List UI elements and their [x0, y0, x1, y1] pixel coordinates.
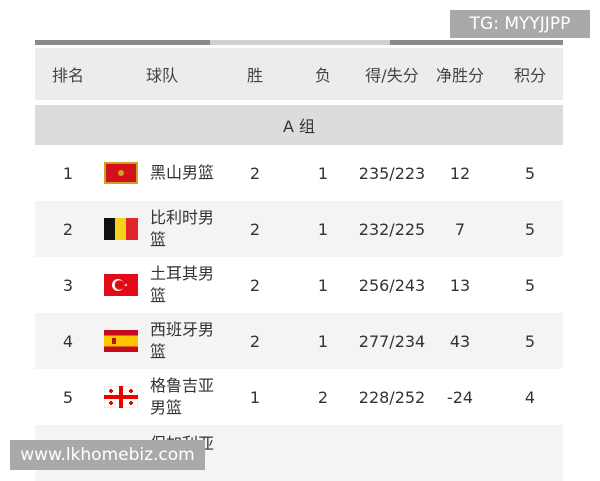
table-cell: 277/234 — [358, 331, 426, 351]
table-cell: 2 — [317, 387, 329, 407]
table-cell: -24 — [446, 387, 474, 407]
team-name: 比利时男篮 — [150, 208, 215, 249]
table-row: 5 格鲁吉亚男篮 1 2 228/252 -24 4 — [35, 369, 563, 425]
header-cell: 得/失分 — [365, 66, 419, 85]
top-bar — [35, 40, 210, 45]
flag — [104, 218, 138, 240]
table-cell: 256/243 — [358, 275, 426, 295]
table-cell: 1 — [317, 275, 329, 295]
team-name: 土耳其男篮 — [150, 264, 215, 305]
watermark: www.lkhomebiz.com — [10, 440, 205, 470]
table-row: 2 比利时男篮 2 1 232/225 7 5 — [35, 201, 563, 257]
table-cell: 5 — [524, 331, 536, 351]
flag — [104, 162, 138, 184]
table-cell: 2 — [62, 219, 74, 239]
table-cell: 2 — [249, 275, 261, 295]
table-cell: 12 — [449, 163, 471, 183]
header-cell: 球队 — [145, 66, 178, 85]
table-cell: 1 — [62, 163, 74, 183]
flag — [104, 330, 138, 352]
header-cell: 净胜分 — [435, 66, 484, 85]
table-cell: 13 — [449, 275, 471, 295]
table-cell: 1 — [317, 219, 329, 239]
top-bar — [210, 40, 390, 45]
table-cell: 4 — [524, 387, 536, 407]
table-cell: 5 — [62, 387, 74, 407]
table-cell: 2 — [249, 331, 261, 351]
team-name: 黑山男篮 — [150, 163, 215, 182]
table-cell: 5 — [524, 163, 536, 183]
flag — [104, 274, 138, 296]
table-cell: 4 — [62, 331, 74, 351]
header-cell: 排名 — [51, 66, 84, 85]
table-cell: 228/252 — [358, 387, 426, 407]
table-row: 1 黑山男篮 2 1 235/223 12 5 — [35, 145, 563, 201]
table-row: 4 西班牙男篮 2 1 277/234 43 5 — [35, 313, 563, 369]
header-cell: 积分 — [513, 66, 546, 85]
team-name: 西班牙男篮 — [150, 320, 215, 361]
header-cell: 负 — [314, 66, 331, 85]
header-row: 排名 球队 胜 负 得/失分 净胜分 积分 — [35, 48, 563, 100]
group-row: A 组 — [35, 105, 563, 145]
table-cell: 5 — [524, 219, 536, 239]
table-cell: 2 — [249, 163, 261, 183]
table-cell: 1 — [317, 163, 329, 183]
table-cell: 1 — [317, 331, 329, 351]
group-label: A 组 — [282, 117, 316, 136]
table-cell: 43 — [449, 331, 471, 351]
table-cell: 5 — [524, 275, 536, 295]
table-cell: 2 — [249, 219, 261, 239]
header-cell: 胜 — [246, 66, 263, 85]
table-cell: 235/223 — [358, 163, 426, 183]
table-cell: 3 — [62, 275, 74, 295]
table-cell: 232/225 — [358, 219, 426, 239]
flag — [104, 386, 138, 408]
table-row: 3 土耳其男篮 2 1 256/243 13 5 — [35, 257, 563, 313]
top-bar — [390, 40, 563, 45]
watermark: TG: MYYJJPP — [450, 10, 590, 38]
team-name: 格鲁吉亚男篮 — [150, 376, 215, 417]
table-cell: 1 — [249, 387, 261, 407]
table-cell: 7 — [454, 219, 466, 239]
